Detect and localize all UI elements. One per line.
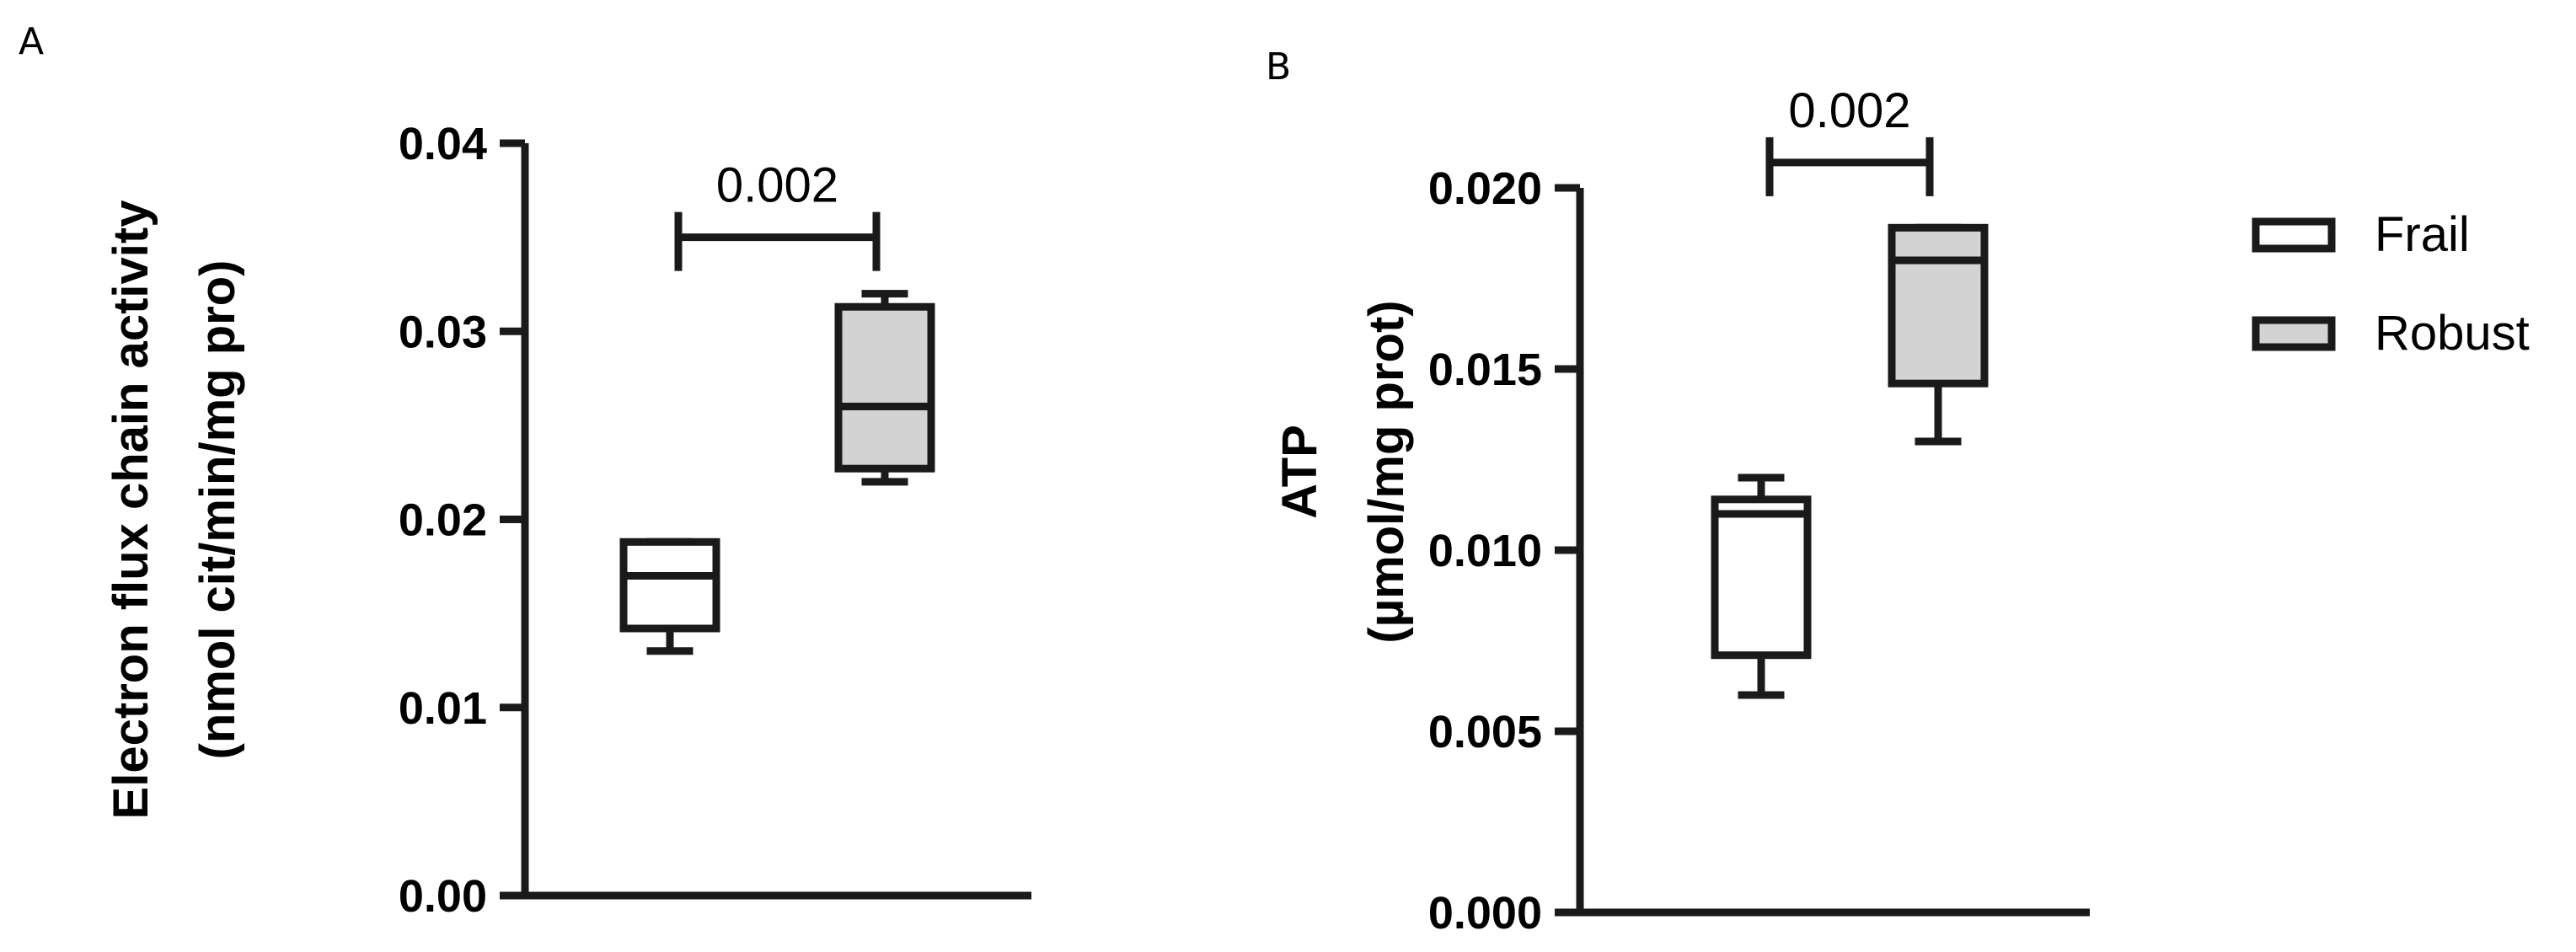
panel-b-box-robust (1888, 223, 1989, 446)
panel-a-letter: A (19, 20, 44, 63)
panel-b-y-tick-label: 0.005 (1428, 707, 1542, 757)
panel-b-y-tick-label: 0.020 (1428, 163, 1542, 214)
panel-b-y-tick-label: 0.015 (1428, 345, 1542, 395)
panel-b-iqr-box-robust (1888, 223, 1989, 388)
legend-swatch-robust (2252, 316, 2336, 351)
panel-b-significance-bracket: 0.002 (1765, 83, 1934, 196)
panel-b-p-value-label: 0.002 (1788, 83, 1910, 138)
panel-a-y-tick-label: 0.00 (399, 871, 487, 922)
panel-a-iqr-box-robust (834, 302, 935, 473)
panel-a-ylabel-line2: (nmol cit/min/mg pro) (190, 260, 245, 760)
panel-b-ylabel-line2: (µmol/mg prot) (1359, 300, 1414, 643)
legend-item-frail: Frail (2252, 207, 2470, 262)
panel-a-chart: A Electron flux chain activity (nmol cit… (19, 20, 1031, 922)
legend-item-robust: Robust (2252, 306, 2530, 361)
panel-b-letter: B (1266, 45, 1291, 88)
panel-a-box-robust (834, 290, 935, 486)
panel-a-y-tick-label: 0.03 (399, 307, 487, 357)
panel-a-y-tick-label: 0.01 (399, 683, 487, 734)
panel-a-significance-bracket: 0.002 (674, 158, 881, 271)
legend: Frail Robust (2252, 207, 2530, 361)
panel-a-box-frail (619, 538, 720, 655)
panel-a-plot-area: 0.00 0.01 0.02 0.03 0.04 0.002 (399, 119, 1031, 922)
panel-b-ylabel-line1: ATP (1272, 425, 1327, 519)
panel-a-ylabel-line1: Electron flux chain activity (104, 201, 158, 820)
legend-swatch-frail (2252, 217, 2336, 253)
panel-b-chart: B ATP (µmol/mg prot) 0.000 0.005 0.010 0.01… (1266, 45, 2090, 939)
panel-b-box-frail (1711, 473, 1812, 699)
panel-b-plot-area: 0.000 0.005 0.010 0.015 0.020 0.002 (1428, 83, 2090, 939)
legend-label-robust: Robust (2375, 306, 2530, 361)
panel-a-iqr-box-frail (619, 538, 720, 633)
panel-b-y-tick-label: 0.010 (1428, 526, 1542, 576)
panel-a-p-value-label: 0.002 (716, 158, 838, 213)
legend-label-frail: Frail (2375, 207, 2470, 262)
panel-a-y-tick-label: 0.04 (399, 119, 487, 169)
panel-a-y-tick-label: 0.02 (399, 495, 487, 546)
panel-b-y-tick-label: 0.000 (1428, 888, 1542, 939)
panel-b-iqr-box-frail (1711, 495, 1812, 660)
